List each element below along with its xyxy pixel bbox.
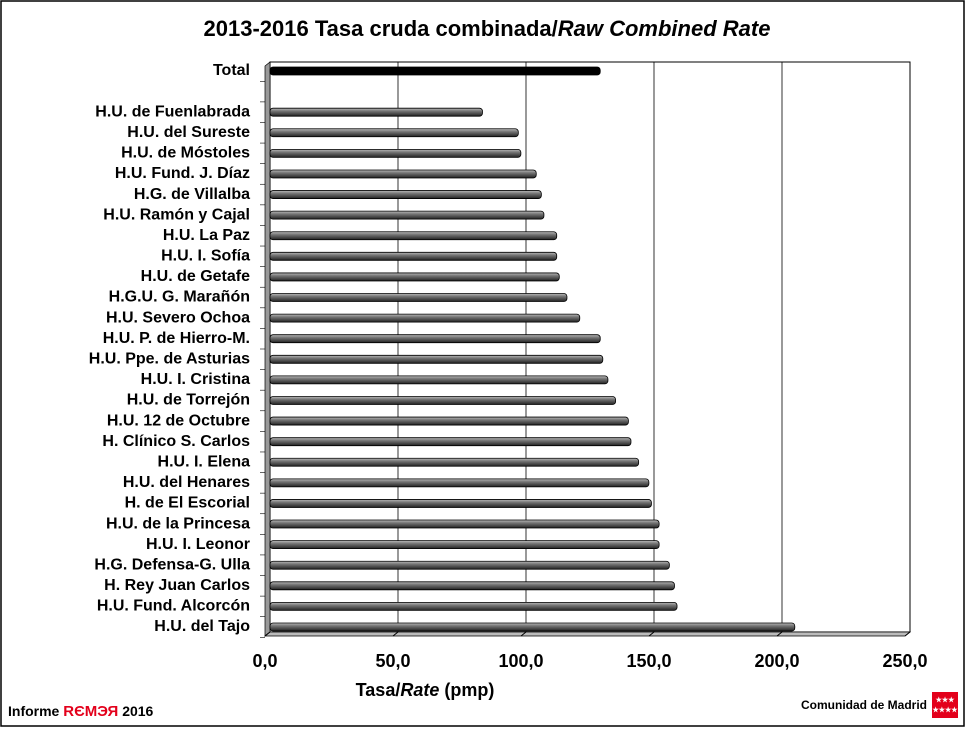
bar [269,210,545,220]
y-tick-label: H.U. Fund. J. Díaz [115,165,250,182]
y-tick-label: H.U. de Getafe [141,268,250,285]
bar [269,251,558,261]
y-tick-label: H.U. I. Elena [158,453,251,470]
bar [269,354,604,364]
y-tick-label: H.G. de Villalba [134,186,250,203]
bar [269,581,675,591]
bar [269,128,519,138]
bar [269,540,660,550]
y-tick-label: H.U. de Móstoles [121,145,250,162]
x-tick-label: 250,0 [882,651,927,671]
bar [269,478,650,488]
bar [269,375,609,385]
x-tick-label: 100,0 [498,651,543,671]
bar [269,396,617,405]
bar [269,293,568,302]
footer: Informe RЄМЭЯ 2016 [8,703,154,720]
y-tick-label: H. de El Escorial [125,495,250,512]
y-tick-label: H.U. 12 de Octubre [107,412,250,429]
bar [269,313,581,323]
y-tick-label: H.U. del Sureste [127,124,250,141]
y-tick-label: H.U. Ppe. de Asturias [89,351,250,368]
y-tick-label: H.U. de Fuenlabrada [95,103,250,120]
tick-mark [520,631,527,637]
y-tick-label: H.U. Fund. Alcorcón [97,598,250,615]
bar [269,334,601,344]
bar [269,437,632,447]
y-tick-label: H.U. de Torrejón [127,392,250,409]
x-tick-label: 200,0 [754,651,799,671]
bar [269,622,796,632]
y-tick-label: H.U. I. Leonor [146,536,250,553]
logo-text: Comunidad de Madrid [801,698,927,712]
y-tick-label: H. Clínico S. Carlos [102,433,250,450]
logo-flag [932,692,958,718]
y-tick-label: H.U. del Tajo [154,618,250,635]
y-tick-label: H.G. Defensa-G. Ulla [94,556,250,573]
bar [269,231,558,241]
x-tick-label: 50,0 [375,651,410,671]
x-axis-title: Tasa/Rate (pmp) [356,680,495,700]
bar [269,416,629,426]
y-tick-label: H.G.U. G. Marañón [109,289,250,306]
chart-title: 2013-2016 Tasa cruda combinada/Raw Combi… [204,16,771,41]
left-wall [264,61,271,637]
y-tick-label: H.U. Severo Ochoa [106,309,250,326]
y-tick-label: H.U. La Paz [163,227,250,244]
x-tick-label: 0,0 [252,651,277,671]
y-tick-label: H. Rey Juan Carlos [104,577,250,594]
bar [269,457,640,467]
tick-mark [904,631,911,637]
bar [269,602,678,611]
bar [269,169,537,179]
bar [269,560,670,570]
bar [269,107,483,117]
y-tick-label: H.U. I. Sofía [161,248,250,265]
y-tick-label: H.U. P. de Hierro-M. [103,330,250,347]
tick-mark [392,631,399,637]
bar [269,66,601,76]
bar [269,190,542,199]
floor [264,631,911,637]
y-tick-label: H.U. de la Princesa [106,515,250,532]
tick-mark [648,631,655,637]
bar [269,519,660,529]
bar [269,499,652,508]
tick-mark [264,631,271,637]
bar [269,272,560,282]
logo-stars: ★★★ [936,696,956,704]
y-tick-label: H.U. del Henares [123,474,250,491]
x-tick-label: 150,0 [626,651,671,671]
tick-mark [776,631,783,637]
y-tick-label: Total [213,62,250,79]
bar [269,148,522,158]
y-tick-label: H.U. Ramón y Cajal [103,206,250,223]
y-tick-label: H.U. I. Cristina [141,371,250,388]
logo-stars: ★★★★ [932,706,958,714]
